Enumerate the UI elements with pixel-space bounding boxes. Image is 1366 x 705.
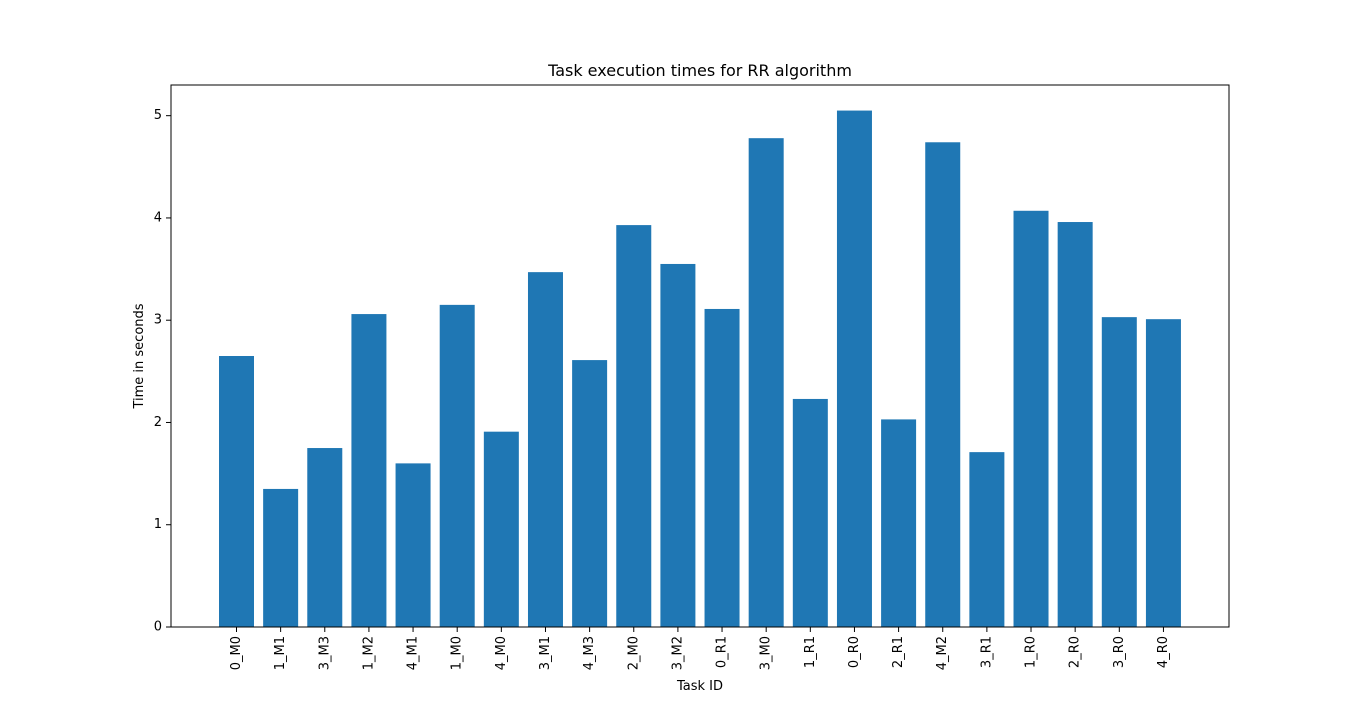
- bar-4_M3: [572, 360, 608, 627]
- bar-3_M1: [527, 272, 563, 627]
- x-tick-label: 3_M1: [538, 636, 553, 670]
- bar-0_R0: [836, 110, 872, 627]
- x-axis-label: Task ID: [676, 679, 723, 694]
- bar-2_R0: [1057, 222, 1093, 627]
- x-axis: 0_M0 1_M1 3_M3 1_M2 4_M1 1_M0 4_M0 3_M1 4_M3 2_M0…: [229, 627, 1171, 670]
- bar-2_M0: [616, 225, 652, 627]
- x-tick-label: 1_M0: [450, 636, 465, 670]
- bar-4_R0: [1145, 319, 1181, 627]
- y-tick-label: 4: [154, 210, 162, 225]
- x-tick-label: 4_R0: [1156, 636, 1171, 668]
- bar-3_R0: [1101, 317, 1137, 627]
- bar-3_M0: [748, 138, 784, 627]
- x-tick-label: 1_M2: [361, 636, 376, 670]
- bar-1_M0: [439, 304, 475, 627]
- bar-4_M0: [483, 431, 519, 627]
- bars-group: [219, 110, 1181, 627]
- x-tick-label: 3_M2: [670, 636, 685, 670]
- x-tick-label: 0_M0: [229, 636, 244, 670]
- bar-1_R0: [1013, 210, 1049, 627]
- x-tick-label: 3_R0: [1112, 636, 1127, 668]
- y-tick-label: 3: [154, 313, 162, 328]
- bar-3_M3: [307, 448, 343, 627]
- bar-1_M1: [263, 488, 299, 627]
- x-tick-label: 4_M1: [406, 636, 421, 670]
- x-tick-label: 3_M3: [317, 636, 332, 670]
- y-tick-label: 2: [154, 415, 162, 430]
- y-tick-label: 0: [154, 620, 162, 635]
- y-tick-label: 5: [154, 108, 162, 123]
- bar-3_R1: [969, 452, 1005, 627]
- x-tick-label: 1_M1: [273, 636, 288, 670]
- y-tick-label: 1: [154, 517, 162, 532]
- chart-title: Task execution times for RR algorithm: [547, 61, 852, 80]
- bar-1_M2: [351, 314, 387, 627]
- x-tick-label: 4_M3: [582, 636, 597, 670]
- x-tick-label: 4_M2: [935, 636, 950, 670]
- y-axis: 0 1 2 3 4 5: [154, 108, 171, 635]
- bar-2_R1: [881, 419, 917, 627]
- x-tick-label: 2_R0: [1068, 636, 1083, 668]
- bar-0_M0: [219, 356, 254, 627]
- x-tick-label: 2_M0: [626, 636, 641, 670]
- x-tick-label: 2_R1: [891, 636, 906, 668]
- bar-4_M1: [395, 463, 431, 627]
- bar-1_R1: [792, 398, 828, 627]
- y-axis-label: Time in seconds: [132, 303, 147, 409]
- x-tick-label: 1_R0: [1024, 636, 1039, 668]
- plot-frame: [170, 84, 1230, 628]
- x-tick-label: 3_R1: [979, 636, 994, 668]
- x-tick-label: 0_R0: [847, 636, 862, 668]
- x-tick-label: 3_M0: [759, 636, 774, 670]
- x-tick-label: 4_M0: [494, 636, 509, 670]
- x-tick-label: 0_R1: [715, 636, 730, 668]
- bar-3_M2: [660, 263, 696, 627]
- bar-4_M2: [925, 142, 961, 627]
- bar-0_R1: [704, 308, 740, 627]
- x-tick-label: 1_R1: [803, 636, 818, 668]
